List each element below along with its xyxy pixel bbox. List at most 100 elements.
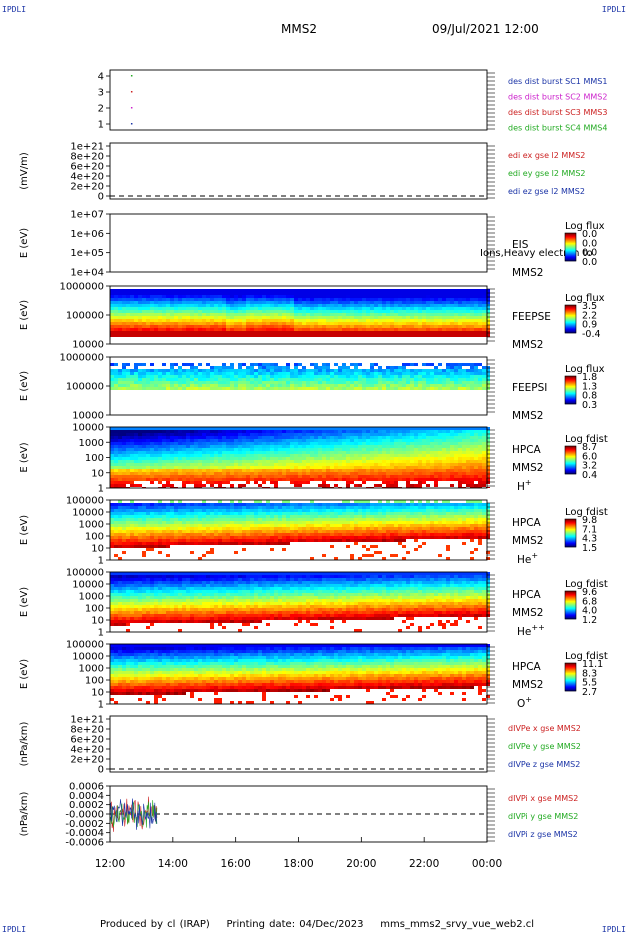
spectrogram-cell — [434, 298, 438, 301]
spectrogram-cell — [158, 512, 162, 515]
spectrogram-cell — [234, 334, 238, 337]
spectrogram-cell — [338, 445, 342, 448]
spectrogram-cell — [186, 313, 190, 316]
spectrogram-cell — [410, 310, 414, 313]
spectrogram-cell — [190, 378, 194, 381]
spectrogram-hpca_he — [110, 500, 490, 560]
spectrogram-cell — [154, 316, 158, 319]
spectrogram-cell — [274, 378, 278, 381]
spectrogram-cell — [122, 481, 126, 484]
spectrogram-cell — [186, 427, 190, 430]
spectrogram-cell — [166, 445, 170, 448]
spectrogram-cell — [234, 310, 238, 313]
spectrogram-cell — [394, 384, 398, 387]
spectrogram-cell — [482, 328, 486, 331]
spectrogram-cell — [442, 445, 446, 448]
spectrogram-cell — [118, 319, 122, 322]
spectrogram-cell — [430, 472, 434, 475]
spectrogram-cell — [314, 295, 318, 298]
spectrogram-cell — [466, 436, 470, 439]
spectrogram-cell — [406, 369, 410, 372]
spectrogram-cell — [430, 454, 434, 457]
spectrogram-cell — [326, 433, 330, 436]
spectrogram-cell — [438, 384, 442, 387]
spectrogram-cell — [398, 430, 402, 433]
colorbar-step — [565, 456, 576, 458]
spectrogram-cell — [354, 378, 358, 381]
spectrogram-cell — [222, 372, 226, 375]
spectrogram-cell — [134, 536, 138, 539]
spectrogram-cell — [238, 442, 242, 445]
spectrogram-cell — [386, 366, 390, 369]
spectrogram-cell — [146, 334, 150, 337]
spectrogram-cell — [238, 524, 242, 527]
spectrogram-cell — [254, 472, 258, 475]
spectrogram-cell — [286, 448, 290, 451]
spectrogram-cell — [274, 472, 278, 475]
spectrogram-cell — [458, 328, 462, 331]
spectrogram-cell — [158, 503, 162, 506]
spectrogram-cell — [158, 460, 162, 463]
spectrogram-cell — [430, 427, 434, 430]
colorbar-step — [565, 452, 576, 454]
spectrogram-cell — [282, 319, 286, 322]
spectrogram-cell — [190, 536, 194, 539]
spectrogram-cell — [218, 298, 222, 301]
spectrogram-cell — [358, 469, 362, 472]
spectrogram-cell — [410, 298, 414, 301]
spectrogram-cell — [134, 322, 138, 325]
spectrogram-cell — [174, 304, 178, 307]
spectrogram-cell — [158, 521, 162, 524]
spectrogram-cell — [154, 313, 158, 316]
spectrogram-cell — [346, 295, 350, 298]
spectrogram-cell — [422, 442, 426, 445]
spectrogram-cell — [190, 366, 194, 369]
spectrogram-cell — [142, 372, 146, 375]
spectrogram-cell — [302, 328, 306, 331]
spectrogram-cell — [186, 384, 190, 387]
spectrogram-cell — [150, 378, 154, 381]
spectrogram-cell — [246, 298, 250, 301]
spectrogram-cell — [130, 527, 134, 530]
colorbar-step — [565, 312, 576, 314]
spectrogram-cell — [242, 289, 246, 292]
spectrogram-cell — [466, 331, 470, 334]
spectrogram-cell — [194, 478, 198, 481]
spectrogram-cell — [150, 475, 154, 478]
spectrogram-cell — [314, 454, 318, 457]
spectrogram-cell — [214, 463, 218, 466]
spectrogram-cell — [302, 331, 306, 334]
spectrogram-cell — [270, 319, 274, 322]
spectrogram-cell — [290, 463, 294, 466]
spectrogram-cell — [334, 363, 338, 366]
spectrogram-cell — [386, 298, 390, 301]
spectrogram-cell — [126, 322, 130, 325]
spectrogram-cell — [138, 334, 142, 337]
spectrogram-cell — [154, 445, 158, 448]
spectrogram-cell — [250, 369, 254, 372]
spectrogram-cell — [250, 313, 254, 316]
spectrogram-cell — [130, 375, 134, 378]
spectrogram-cell — [178, 328, 182, 331]
header-datetime: 09/Jul/2021 12:00 — [432, 22, 539, 36]
spectrogram-cell — [246, 512, 250, 515]
spectrogram-cell — [278, 445, 282, 448]
y-axis-label: E (eV) — [19, 371, 30, 401]
spectrogram-cell — [362, 316, 366, 319]
spectrogram-cell — [178, 292, 182, 295]
spectrogram-cell — [234, 304, 238, 307]
spectrogram-cell — [338, 436, 342, 439]
spectrogram-cell — [162, 304, 166, 307]
spectrogram-cell — [450, 381, 454, 384]
spectrogram-cell — [322, 381, 326, 384]
spectrogram-cell — [246, 445, 250, 448]
spectrogram-cell — [234, 533, 238, 536]
spectrogram-cell — [150, 387, 154, 390]
spectrogram-cell — [406, 322, 410, 325]
spectrogram-cell — [206, 533, 210, 536]
spectrogram-cell — [174, 463, 178, 466]
spectrogram-cell — [294, 457, 298, 460]
spectrogram-cell — [398, 331, 402, 334]
spectrogram-cell — [306, 307, 310, 310]
spectrogram-cell — [266, 372, 270, 375]
